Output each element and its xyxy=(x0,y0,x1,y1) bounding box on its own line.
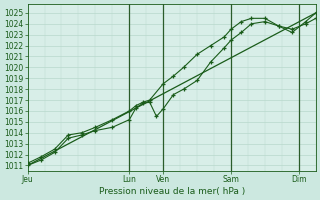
X-axis label: Pression niveau de la mer( hPa ): Pression niveau de la mer( hPa ) xyxy=(99,187,245,196)
